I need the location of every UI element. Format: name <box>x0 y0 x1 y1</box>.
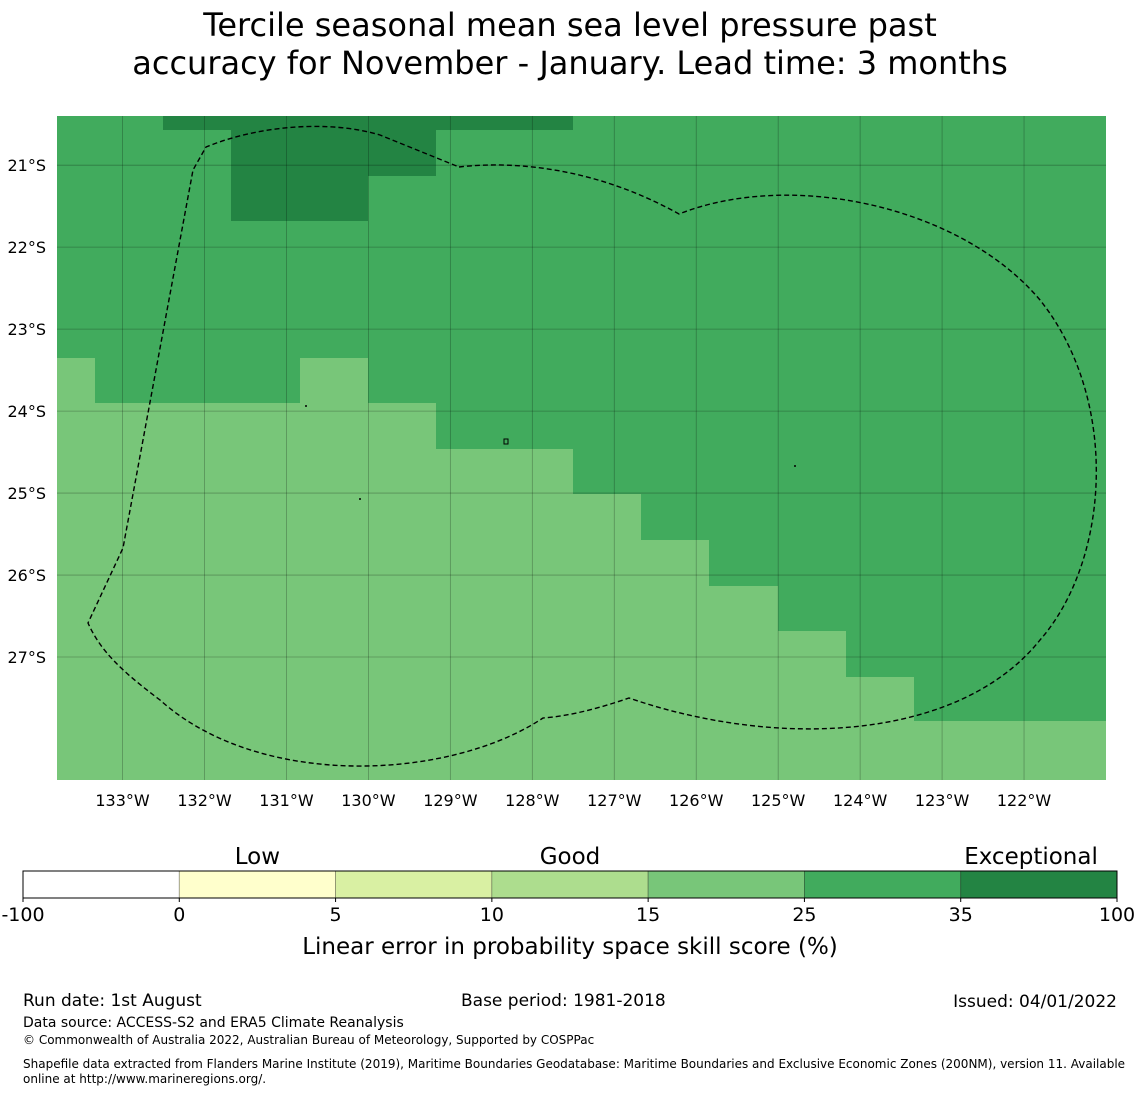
longitude-tick-label: 129°W <box>423 791 478 810</box>
colorbar-segment <box>491 870 649 899</box>
colorbar-tick-label: -100 <box>1 904 44 926</box>
skill-region-35-100 <box>163 116 573 221</box>
latitude-tick-label: 23°S <box>7 320 46 339</box>
colorbar-tick-label: 5 <box>330 904 342 926</box>
longitude-tick-label: 124°W <box>833 791 888 810</box>
colorbar-tick-label: 15 <box>636 904 660 926</box>
longitude-labels: 133°W 132°W 131°W 130°W 129°W 128°W 127°W 126°W… <box>95 791 1051 810</box>
title-line-1: Tercile seasonal mean sea level pressure… <box>203 6 937 44</box>
longitude-tick-label: 126°W <box>669 791 724 810</box>
copyright-notice: © Commonwealth of Australia 2022, Austra… <box>23 1033 595 1047</box>
colorbar-axis-label: Linear error in probability space skill … <box>302 934 838 960</box>
colorbar-segment <box>804 870 962 899</box>
longitude-tick-label: 130°W <box>341 791 396 810</box>
latitude-tick-label: 21°S <box>7 156 46 175</box>
colorbar-tick-label: 10 <box>480 904 504 926</box>
colorbar-tick-label: 35 <box>949 904 973 926</box>
base-period: Base period: 1981-2018 <box>461 991 666 1011</box>
latitude-tick-label: 27°S <box>7 648 46 667</box>
island-marker <box>503 438 509 445</box>
colorbar-tick-label: 0 <box>173 904 185 926</box>
latitude-tick-label: 26°S <box>7 566 46 585</box>
longitude-tick-label: 132°W <box>177 791 232 810</box>
eez-boundary <box>87 125 1097 767</box>
run-date: Run date: 1st August <box>23 991 202 1011</box>
longitude-tick-label: 131°W <box>259 791 314 810</box>
map-gridlines <box>57 116 1106 780</box>
colorbar-segment <box>647 870 805 899</box>
latitude-labels: 21°S 22°S 23°S 24°S 25°S 26°S 27°S <box>7 156 46 667</box>
longitude-tick-label: 128°W <box>505 791 560 810</box>
latitude-tick-label: 24°S <box>7 402 46 421</box>
colorbar-tick-label: 100 <box>1099 904 1135 926</box>
island-marker <box>359 498 361 500</box>
colorbar-category-label: Exceptional <box>964 844 1098 870</box>
data-source: Data source: ACCESS-S2 and ERA5 Climate … <box>23 1015 404 1031</box>
colorbar-outline <box>22 870 1118 899</box>
colorbar-legend: -100 0 5 10 15 25 35 100 Low Good Exceptional Linea… <box>1 844 1135 960</box>
island-marker <box>794 465 796 467</box>
map-area <box>57 116 1106 780</box>
longitude-tick-label: 123°W <box>915 791 970 810</box>
longitude-tick-label: 133°W <box>95 791 150 810</box>
colorbar-tick-label: 25 <box>792 904 816 926</box>
colorbar-segment <box>960 870 1118 899</box>
chart-title: Tercile seasonal mean sea level pressure… <box>0 6 1140 82</box>
island-marker <box>305 405 307 407</box>
colorbar-segment <box>22 870 180 899</box>
latitude-tick-label: 25°S <box>7 484 46 503</box>
colorbar-category-label: Good <box>540 844 601 870</box>
shapefile-credit-line-2: online at http://www.marineregions.org/. <box>23 1072 267 1086</box>
issued-date: Issued: 04/01/2022 <box>953 992 1117 1012</box>
map-figure: 21°S22°S23°S24°S25°S26°S27°S 133°W 132°W 1… <box>1 116 1135 960</box>
longitude-tick-label: 125°W <box>751 791 806 810</box>
colorbar-segment <box>178 870 336 899</box>
shapefile-credit-line-1: Shapefile data extracted from Flanders M… <box>23 1057 1126 1071</box>
title-line-2: accuracy for November - January. Lead ti… <box>132 44 1008 82</box>
colorbar-category-label: Low <box>235 844 280 870</box>
longitude-tick-label: 122°W <box>997 791 1052 810</box>
colorbar-segment <box>335 870 493 899</box>
latitude-tick-label: 22°S <box>7 238 46 257</box>
longitude-tick-label: 127°W <box>587 791 642 810</box>
skill-region-25-35 <box>57 116 1106 721</box>
